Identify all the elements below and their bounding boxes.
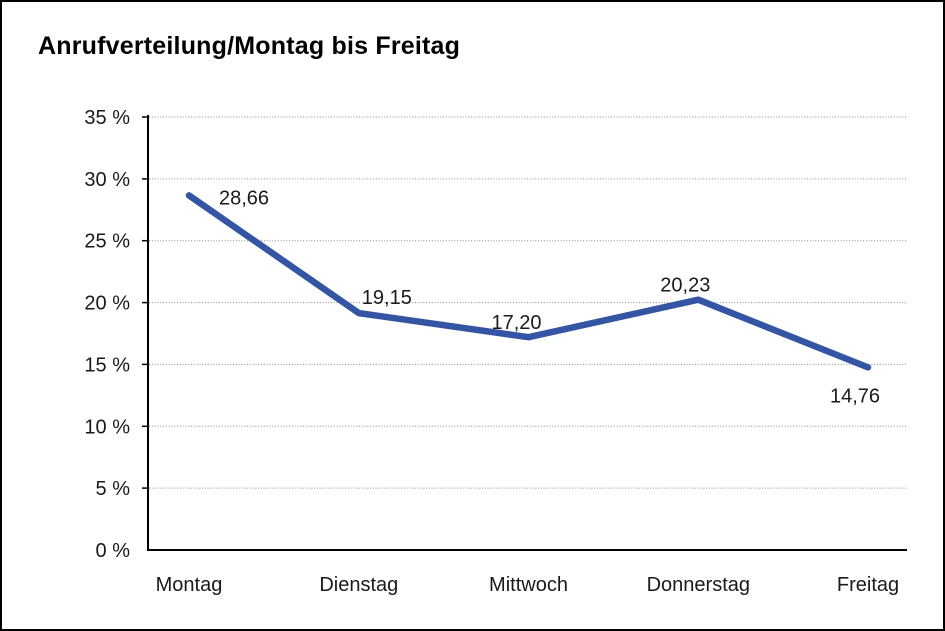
data-label: 14,76: [830, 385, 880, 407]
x-axis-label: Freitag: [837, 574, 899, 596]
y-axis-label: 15 %: [84, 354, 130, 376]
x-axis-label: Montag: [156, 574, 223, 596]
y-axis-label: 35 %: [84, 107, 130, 129]
x-axis-label: Dienstag: [319, 574, 398, 596]
data-label: 19,15: [362, 287, 412, 309]
y-axis-label: 5 %: [96, 478, 131, 500]
data-label: 17,20: [491, 312, 541, 334]
y-axis-label: 20 %: [84, 293, 130, 315]
data-line: [185, 192, 872, 371]
data-label: 28,66: [219, 187, 269, 209]
y-axis-label: 25 %: [84, 231, 130, 253]
x-axis-label: Mittwoch: [489, 574, 568, 596]
chart-title: Anrufverteilung/Montag bis Freitag: [38, 32, 461, 60]
y-axis-label: 30 %: [84, 169, 130, 191]
x-axis-label: Donnerstag: [647, 574, 750, 596]
data-label: 20,23: [660, 275, 710, 297]
y-axis-label: 0 %: [96, 540, 131, 562]
y-axis-label: 10 %: [84, 416, 130, 438]
